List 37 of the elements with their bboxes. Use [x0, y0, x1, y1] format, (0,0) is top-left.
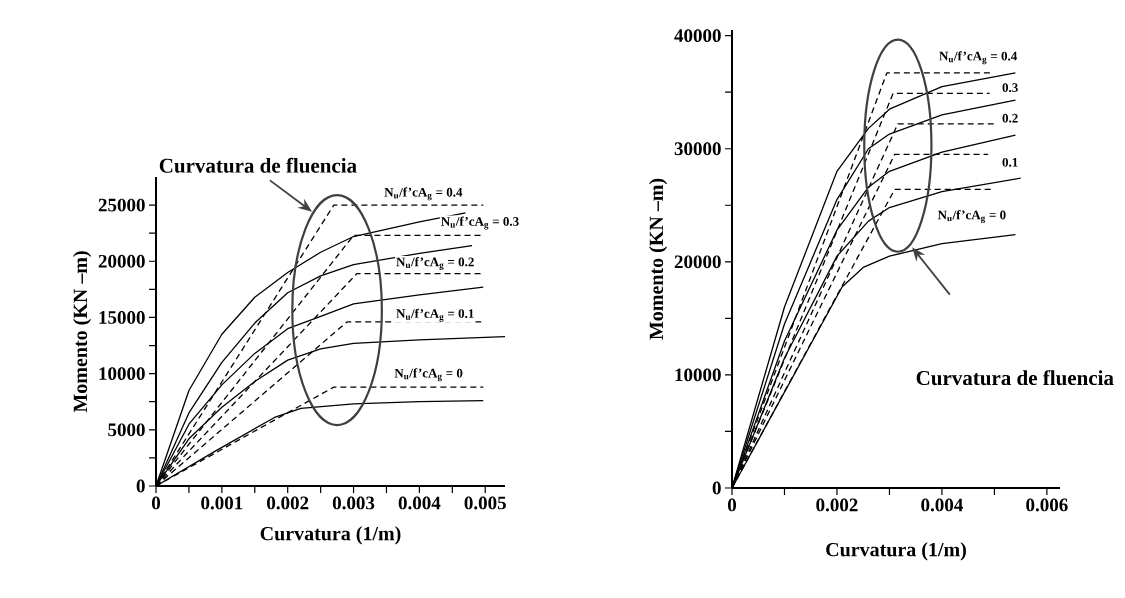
x-tick-label: 0.002 — [816, 498, 858, 512]
text: Curvatura de fluencia — [159, 157, 357, 173]
x-axis-title: Curvatura (1/m) — [826, 542, 966, 561]
y-axis-title: Momento (KN –m) — [649, 178, 668, 340]
annotation: Curvatura de fluencia — [916, 370, 1114, 386]
y-axis-title: Momento (KN –m) — [73, 251, 92, 413]
x-tick-label: 0.004 — [921, 498, 963, 512]
y-tick-label: 15000 — [99, 311, 145, 324]
y-tick-label: 30000 — [674, 142, 721, 156]
annotation: 0.3 — [1002, 83, 1018, 93]
annotation: N$_{u}$/f’cA$_{g}$ = 0.2 — [396, 257, 474, 270]
y-tick-label: 20000 — [98, 254, 145, 268]
x-axis-title: Curvatura (1/m) — [260, 526, 401, 545]
y-tick-label: 20000 — [674, 255, 721, 269]
annotation: N$_{u}$/f’cA$_{g}$ = 0.4 — [384, 187, 463, 201]
annotation: 0.1 — [1002, 157, 1018, 167]
y-tick-label: 40000 — [674, 29, 721, 43]
x-tick-label: 0.003 — [332, 496, 375, 510]
annotation: N$_{u}$/f’cA$_{g}$ = 0.3 — [441, 216, 519, 230]
y-tick-label: 5000 — [108, 423, 145, 437]
x-tick-label: 0.004 — [398, 496, 441, 510]
x-tick-label: 0.001 — [201, 496, 243, 510]
annotation: N$_{u}$/f’cA$_{g}$ = 0 — [394, 368, 463, 382]
x-tick-label: 0 — [151, 496, 161, 510]
y-tick-label: 0 — [136, 479, 145, 493]
x-tick-label: 0 — [727, 498, 737, 512]
x-tick-label: 0.005 — [464, 496, 506, 510]
annotation: 0.2 — [1002, 113, 1018, 123]
y-tick-label: 25000 — [98, 198, 145, 212]
y-tick-label: 10000 — [99, 367, 145, 381]
x-tick-label: 0.002 — [267, 496, 309, 510]
annotation: N$_{u}$/f’cA$_{g}$ = 0.4 — [939, 51, 1018, 65]
y-tick-label: 0 — [712, 481, 721, 495]
y-tick-label: 10000 — [675, 368, 721, 382]
annotation: N$_{u}$/f’cA$_{g}$ = 0.1 — [396, 308, 474, 322]
annotation: N$_{u}$/f’cA$_{g}$ = 0 — [937, 210, 1006, 224]
x-tick-label: 0.006 — [1026, 498, 1068, 512]
